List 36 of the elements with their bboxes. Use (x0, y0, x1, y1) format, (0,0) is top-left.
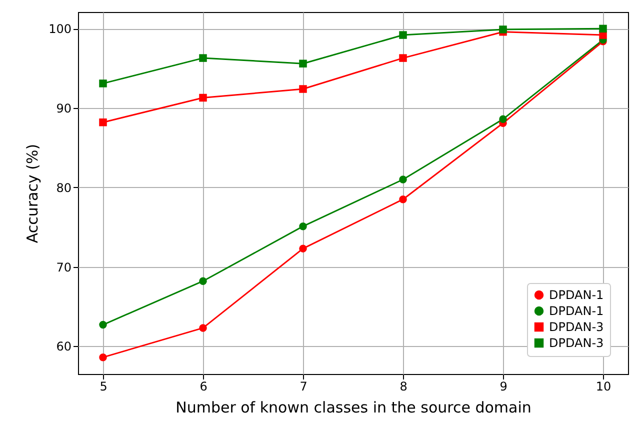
y-tick-label: 80 (56, 180, 72, 195)
x-axis-title: Number of known classes in the source domain (176, 398, 532, 416)
point (199, 324, 207, 332)
y-axis-title: Accuracy (%) (24, 144, 42, 244)
point (499, 115, 507, 124)
x-tick-label: 10 (596, 380, 612, 394)
x-tick-label: 5 (100, 380, 108, 394)
point (399, 31, 407, 39)
x-tick-label: 6 (200, 380, 208, 394)
legend-label: DPDAN-3 (549, 320, 604, 334)
y-tick-label: 60 (56, 340, 72, 354)
legend-label: DPDAN-1 (549, 304, 604, 318)
point (99, 353, 107, 362)
point (399, 54, 407, 62)
point (299, 222, 307, 230)
point (599, 24, 607, 33)
point (199, 94, 207, 102)
x-tick-label: 8 (400, 380, 408, 394)
legend-label: DPDAN-3 (549, 336, 604, 350)
point (399, 176, 407, 184)
y-tick-label: 70 (56, 260, 72, 274)
point (99, 80, 107, 88)
point (499, 26, 507, 34)
legend-label: DPDAN-1 (549, 288, 604, 302)
y-tick-label: 100 (48, 22, 72, 36)
point (99, 320, 107, 329)
point (299, 244, 307, 252)
y-tick-label: 90 (56, 102, 72, 116)
x-tick-label: 7 (300, 380, 308, 394)
point (299, 85, 307, 93)
point (99, 118, 107, 126)
point (299, 60, 307, 68)
point (399, 195, 407, 204)
point (199, 277, 207, 285)
x-tick-label: 9 (500, 380, 508, 394)
point (199, 54, 207, 62)
